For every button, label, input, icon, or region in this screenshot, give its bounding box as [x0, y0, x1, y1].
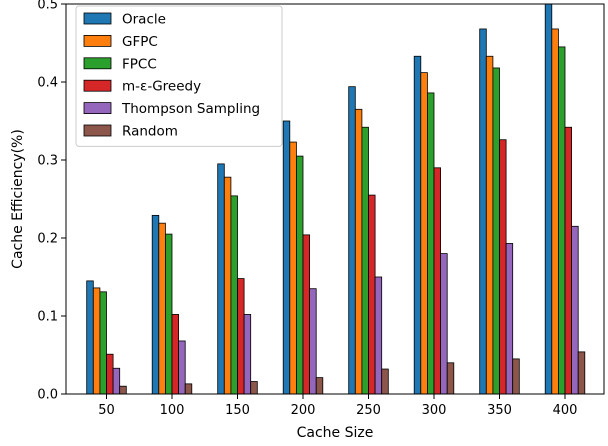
x-tick-label: 400: [553, 403, 578, 418]
bar-thompson-sampling-300: [440, 253, 448, 395]
bar-fpcc-350: [492, 67, 500, 395]
bar-m-greedy-200: [302, 234, 310, 395]
legend-label: FPCC: [122, 56, 157, 72]
legend-box: [75, 5, 283, 147]
y-tick-label: 0.4: [37, 76, 58, 91]
y-tick-label: 0.5: [37, 0, 58, 13]
bar-random-300: [446, 362, 455, 395]
legend-swatch: [83, 79, 112, 92]
x-tick-label: 200: [291, 403, 316, 418]
bar-gfpc-200: [289, 141, 297, 395]
x-ticks: 50 100 150 200 250 300 350 400: [98, 394, 577, 418]
bar-m-greedy-300: [433, 167, 441, 395]
x-axis-label: Cache Size: [297, 425, 374, 441]
bar-oracle-300: [413, 55, 422, 395]
bar-oracle-400: [544, 3, 553, 395]
bar-m-greedy-350: [499, 139, 507, 395]
x-tick-label: 100: [160, 403, 185, 418]
bar-fpcc-250: [361, 126, 369, 395]
bars: [86, 3, 586, 395]
bar-oracle-200: [282, 120, 291, 395]
bar-gfpc-350: [485, 55, 494, 395]
bar-thompson-sampling-150: [243, 314, 252, 395]
bar-m-greedy-250: [368, 194, 376, 395]
bar-oracle-100: [151, 214, 160, 395]
legend-label: Oracle: [122, 12, 166, 28]
y-tick-label: 0.2: [37, 232, 58, 247]
x-tick-label: 300: [422, 403, 447, 418]
bar-thompson-sampling-100: [178, 340, 186, 395]
x-tick-label: 50: [98, 403, 115, 418]
plot-frame: [65, 3, 605, 395]
legend-label: Random: [122, 124, 178, 140]
x-tick-label: 350: [487, 403, 512, 418]
bar-gfpc-100: [158, 222, 166, 395]
legend-swatch: [83, 35, 112, 47]
axes: [65, 3, 605, 395]
bar-fpcc-50: [99, 291, 107, 395]
legend-swatch: [83, 12, 112, 25]
bar-random-100: [184, 383, 193, 395]
bar-random-50: [119, 385, 127, 395]
bar-thompson-sampling-50: [112, 367, 121, 395]
bar-random-400: [577, 351, 586, 395]
legend-swatch: [83, 57, 112, 70]
bar-gfpc-300: [420, 72, 428, 395]
bar-m-greedy-100: [171, 314, 179, 395]
bar-fpcc-200: [295, 155, 304, 395]
bar-random-350: [512, 358, 520, 395]
legend-label: Thompson Sampling: [121, 101, 260, 117]
bar-fpcc-150: [230, 195, 238, 395]
y-axis-label: Cache Efficiency(%): [10, 129, 26, 269]
legend: Oracle GFPC FPCC m-ε-Greedy Thompson Samplin…: [75, 5, 283, 147]
bar-oracle-50: [86, 280, 94, 395]
bar-gfpc-50: [92, 287, 101, 395]
bar-fpcc-400: [558, 46, 566, 395]
legend-label: GFPC: [122, 34, 158, 50]
bar-random-200: [315, 377, 324, 395]
bar-m-greedy-50: [106, 353, 114, 395]
bar-oracle-250: [348, 86, 356, 395]
y-tick-label: 0.1: [37, 310, 58, 325]
bar-thompson-sampling-350: [505, 243, 514, 395]
y-ticks: 0.0 0.1 0.2 0.3 0.4 0.5: [37, 0, 66, 403]
legend-swatch: [83, 124, 112, 137]
bar-fpcc-300: [426, 92, 435, 395]
legend-label: m-ε-Greedy: [122, 79, 201, 95]
bar-gfpc-400: [551, 28, 559, 395]
bar-m-greedy-150: [237, 278, 245, 395]
bar-thompson-sampling-400: [571, 225, 579, 395]
bar-oracle-150: [217, 163, 225, 395]
bar-random-150: [250, 381, 258, 395]
bar-m-greedy-400: [564, 126, 572, 395]
y-tick-label: 0.3: [37, 154, 58, 169]
legend-swatch: [83, 102, 112, 114]
bar-thompson-sampling-250: [374, 276, 383, 395]
bar-thompson-sampling-200: [309, 288, 317, 395]
x-tick-label: 250: [356, 403, 381, 418]
bar-gfpc-150: [223, 176, 232, 395]
bar-oracle-350: [479, 28, 487, 395]
bar-fpcc-100: [164, 233, 173, 395]
bar-gfpc-250: [354, 108, 363, 395]
y-tick-label: 0.0: [37, 388, 58, 403]
x-tick-label: 150: [225, 403, 250, 418]
bar-random-250: [381, 368, 389, 395]
